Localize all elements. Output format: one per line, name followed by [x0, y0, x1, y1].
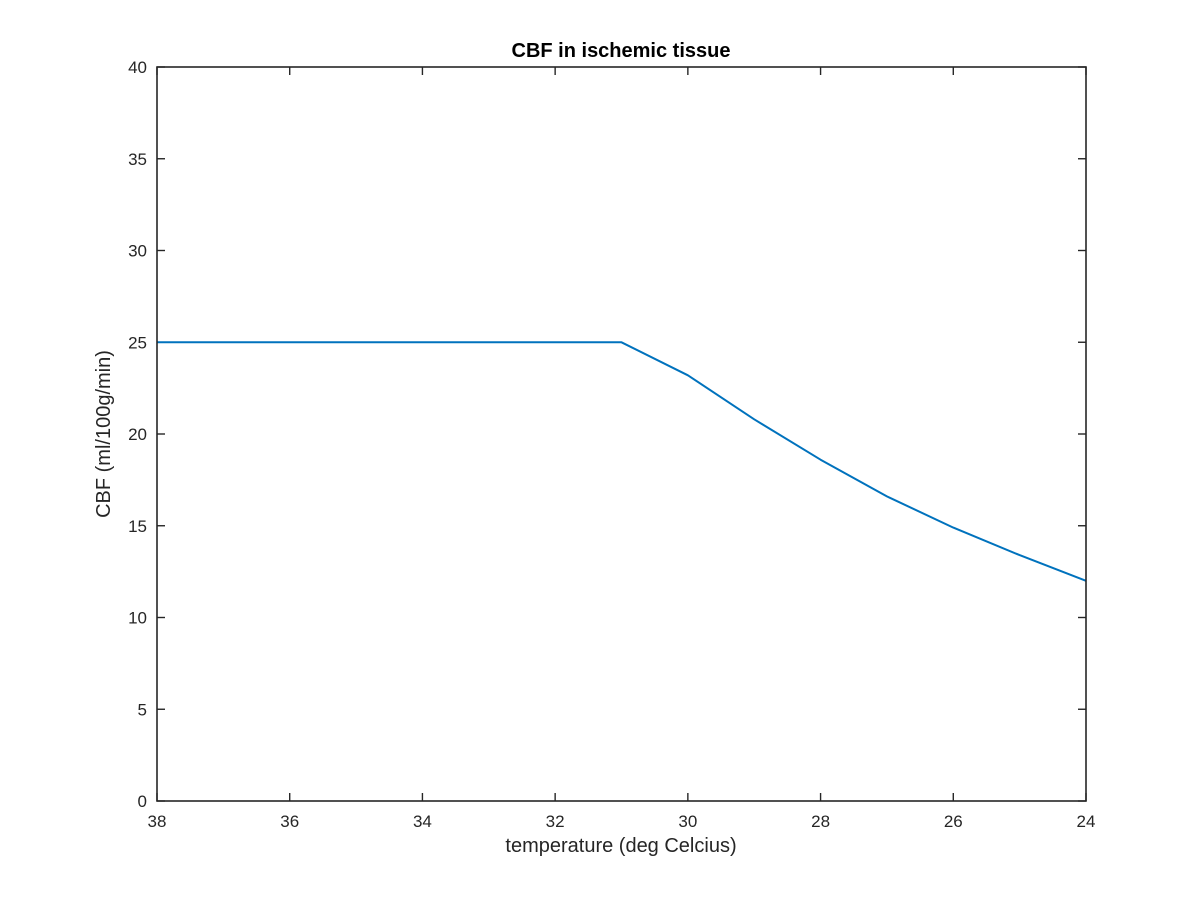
y-tick-label: 25	[128, 333, 147, 352]
series-group	[157, 341, 1087, 582]
y-axis-label: CBF (ml/100g/min)	[93, 350, 115, 518]
x-tick-label: 38	[148, 812, 167, 831]
y-tick-label: 35	[128, 150, 147, 169]
plot-frame	[156, 66, 1087, 802]
y-tick-label: 5	[138, 700, 147, 719]
x-axis-label: temperature (deg Celcius)	[505, 835, 736, 857]
y-tick-label: 0	[138, 792, 147, 811]
x-tick-label: 34	[413, 812, 432, 831]
y-tick-label: 10	[128, 609, 147, 628]
ticks-group: 38 36 34 32 30 28 26 24 0 5 10 15 20 25 30 35 40	[128, 58, 1095, 831]
y-tick-label: 20	[128, 425, 147, 444]
x-tick-label: 36	[280, 812, 299, 831]
x-tick-label: 30	[678, 812, 697, 831]
series-line	[157, 341, 1087, 582]
chart-title: CBF in ischemic tissue	[512, 40, 731, 62]
y-tick-label: 30	[128, 242, 147, 261]
x-tick-label: 32	[546, 812, 565, 831]
x-tick-label: 26	[944, 812, 963, 831]
x-tick-label: 24	[1077, 812, 1096, 831]
x-tick-label: 28	[811, 812, 830, 831]
y-tick-label: 40	[128, 58, 147, 77]
y-tick-label: 15	[128, 517, 147, 536]
